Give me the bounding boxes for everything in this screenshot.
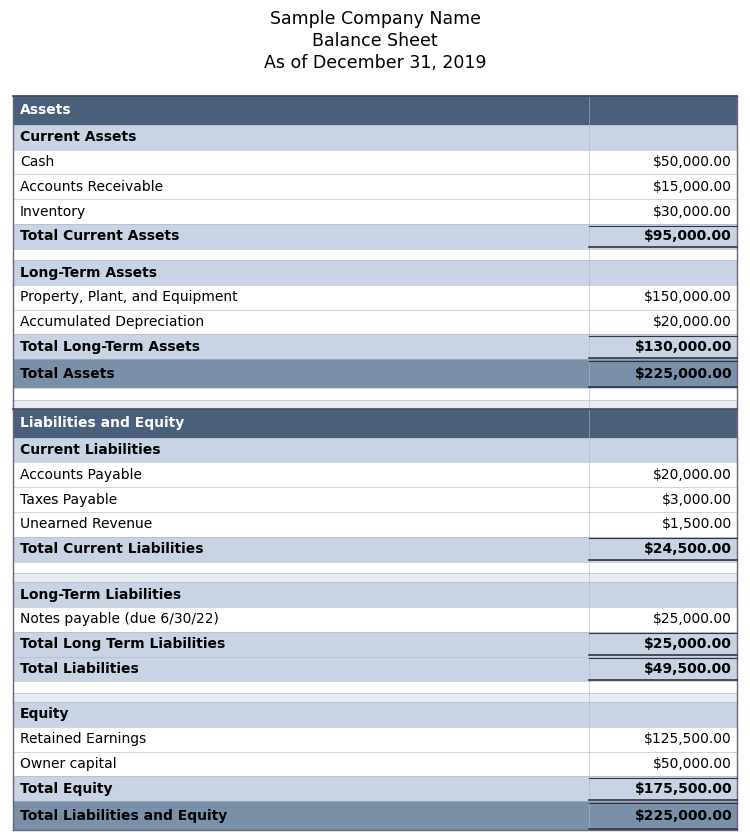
Text: Balance Sheet: Balance Sheet	[312, 32, 438, 50]
Text: Notes payable (due 6/30/22): Notes payable (due 6/30/22)	[20, 612, 219, 626]
Text: Current Assets: Current Assets	[20, 130, 136, 144]
Text: Total Assets: Total Assets	[20, 367, 115, 381]
Text: Accounts Payable: Accounts Payable	[20, 468, 142, 482]
Text: $225,000.00: $225,000.00	[634, 808, 732, 822]
Text: $49,500.00: $49,500.00	[644, 662, 732, 676]
Text: $225,000.00: $225,000.00	[634, 367, 732, 381]
Text: Sample Company Name: Sample Company Name	[269, 10, 481, 28]
Text: Owner capital: Owner capital	[20, 757, 117, 771]
Text: Assets: Assets	[20, 104, 72, 118]
Text: Inventory: Inventory	[20, 205, 86, 219]
Text: Long-Term Assets: Long-Term Assets	[20, 266, 157, 280]
Text: Liabilities and Equity: Liabilities and Equity	[20, 417, 184, 430]
Text: $125,500.00: $125,500.00	[644, 732, 732, 746]
Text: Property, Plant, and Equipment: Property, Plant, and Equipment	[20, 291, 238, 304]
Text: $25,000.00: $25,000.00	[653, 612, 732, 626]
Text: $175,500.00: $175,500.00	[634, 782, 732, 796]
Text: Total Current Liabilities: Total Current Liabilities	[20, 542, 203, 556]
Text: $150,000.00: $150,000.00	[644, 291, 732, 304]
Text: $25,000.00: $25,000.00	[644, 637, 732, 651]
Text: Unearned Revenue: Unearned Revenue	[20, 518, 152, 531]
Text: Taxes Payable: Taxes Payable	[20, 493, 117, 507]
Text: $1,500.00: $1,500.00	[662, 518, 732, 531]
Text: Total Equity: Total Equity	[20, 782, 112, 796]
Text: Accounts Receivable: Accounts Receivable	[20, 180, 164, 194]
Text: $3,000.00: $3,000.00	[662, 493, 732, 507]
Text: Total Long Term Liabilities: Total Long Term Liabilities	[20, 637, 225, 651]
Text: Current Liabilities: Current Liabilities	[20, 443, 160, 457]
Text: Accumulated Depreciation: Accumulated Depreciation	[20, 315, 204, 329]
Text: $15,000.00: $15,000.00	[653, 180, 732, 194]
Text: $20,000.00: $20,000.00	[653, 315, 732, 329]
Text: $24,500.00: $24,500.00	[644, 542, 732, 556]
Text: Long-Term Liabilities: Long-Term Liabilities	[20, 588, 182, 602]
Text: Cash: Cash	[20, 155, 54, 169]
Text: Equity: Equity	[20, 707, 70, 721]
Text: $20,000.00: $20,000.00	[653, 468, 732, 482]
Text: Total Liabilities: Total Liabilities	[20, 662, 139, 676]
Text: Total Liabilities and Equity: Total Liabilities and Equity	[20, 808, 227, 822]
Text: $30,000.00: $30,000.00	[653, 205, 732, 219]
Text: Total Current Assets: Total Current Assets	[20, 230, 179, 243]
Text: Total Long-Term Assets: Total Long-Term Assets	[20, 340, 200, 354]
Text: $130,000.00: $130,000.00	[634, 340, 732, 354]
Text: $50,000.00: $50,000.00	[653, 757, 732, 771]
Text: $95,000.00: $95,000.00	[644, 230, 732, 243]
Text: As of December 31, 2019: As of December 31, 2019	[264, 54, 486, 72]
Text: Retained Earnings: Retained Earnings	[20, 732, 146, 746]
Text: $50,000.00: $50,000.00	[653, 155, 732, 169]
